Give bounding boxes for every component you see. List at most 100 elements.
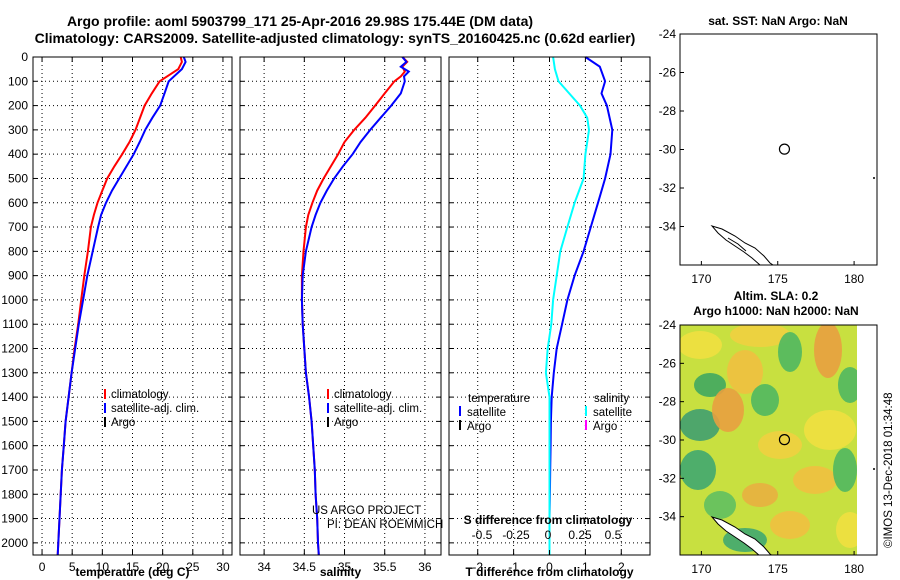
legend-label: Argo <box>111 417 135 429</box>
x-tick-label: 175 <box>768 562 788 576</box>
sla-blob <box>712 388 744 432</box>
y-tick-label: -30 <box>659 143 677 157</box>
sla-blob <box>727 350 763 394</box>
profile-location-marker <box>778 434 791 446</box>
y-tick-label: -34 <box>659 220 677 234</box>
x-tick-label: 180 <box>844 562 864 576</box>
x-tick-label: 30 <box>216 560 230 574</box>
sla-blob <box>742 483 778 507</box>
legend-label: Argo <box>593 421 617 433</box>
land-outline <box>710 225 775 266</box>
x-tick-label: 36 <box>418 560 432 574</box>
credit-line-2: PI: DEAN ROEMMICH <box>327 519 443 531</box>
y-tick-label: -32 <box>659 471 677 485</box>
sla-blob <box>680 450 716 490</box>
x-tick-label: -1 <box>508 560 519 574</box>
x-tick-label: 35.5 <box>373 560 397 574</box>
x-tick-label: 180 <box>844 272 864 286</box>
sla-field <box>680 325 857 555</box>
sla-blob <box>751 384 779 416</box>
map-title: sat. SST: NaN Argo: NaN <box>708 14 848 28</box>
x-axis-label: temperature (deg C) <box>75 565 189 579</box>
y-tick-label: 1500 <box>1 414 28 428</box>
x-tick-label: 170 <box>691 562 711 576</box>
y-tick-label: 1600 <box>1 439 28 453</box>
sla-blob <box>804 410 856 450</box>
legend-title-salinity: salinity <box>594 393 629 405</box>
legend-label: Argo <box>467 421 491 433</box>
legend-label: climatology <box>334 389 392 401</box>
sla-blob <box>778 332 802 372</box>
y-tick-label: -26 <box>659 356 677 370</box>
y-tick-label: -28 <box>659 395 677 409</box>
title-line-2: Climatology: CARS2009. Satellite-adjuste… <box>35 30 636 46</box>
y-tick-label: 600 <box>8 196 28 210</box>
sla-blob <box>730 325 790 347</box>
secondary-x-tick-label: -0.5 <box>472 528 493 542</box>
legend-label: satellite <box>593 407 632 419</box>
y-tick-label: 1700 <box>1 463 28 477</box>
legend-label: climatology <box>111 389 169 401</box>
y-tick-label: 400 <box>8 147 28 161</box>
y-tick-label: -32 <box>659 181 677 195</box>
secondary-x-axis-label: S difference from climatology <box>464 513 633 527</box>
x-tick-label: 35 <box>338 560 352 574</box>
y-tick-label: 500 <box>8 171 28 185</box>
x-tick-label: 1 <box>582 560 589 574</box>
x-tick-label: 175 <box>768 272 788 286</box>
map-frame <box>679 33 878 266</box>
credit-line-1: US ARGO PROJECT <box>312 505 421 517</box>
map-title-1: Altim. SLA: 0.2 <box>734 289 819 303</box>
island-dot <box>873 468 875 470</box>
x-tick-label: 0 <box>546 560 553 574</box>
x-tick-label: 10 <box>96 560 110 574</box>
sla-blob <box>833 448 857 492</box>
sla-blob <box>814 325 842 378</box>
x-tick-label: 170 <box>691 272 711 286</box>
plot-frame <box>239 56 442 556</box>
legend-label: Argo <box>334 417 358 429</box>
island-dot <box>873 177 875 179</box>
y-tick-label: 0 <box>21 50 28 64</box>
y-tick-label: 1900 <box>1 512 28 526</box>
sla-blob <box>680 331 722 359</box>
legend-label: satellite <box>467 407 506 419</box>
sla-blob <box>758 431 802 459</box>
sla-blob <box>694 373 726 397</box>
y-tick-label: 100 <box>8 74 28 88</box>
y-tick-label: 900 <box>8 269 28 283</box>
series-line-satellite-adj-clim- <box>300 56 411 556</box>
legend-title-temperature: temperature <box>468 393 530 405</box>
profile-location-marker <box>778 143 791 155</box>
x-tick-label: 20 <box>156 560 170 574</box>
series-line-s-satellite <box>544 56 591 555</box>
y-tick-label: 1800 <box>1 487 28 501</box>
x-tick-label: 15 <box>126 560 140 574</box>
sla-blob <box>793 466 837 494</box>
y-tick-label: -28 <box>659 104 677 118</box>
title-line-1: Argo profile: aoml 5903799_171 25-Apr-20… <box>67 13 533 29</box>
difference-panel: -2 -1 0 1 2T difference from climatology temp… <box>448 56 651 579</box>
sla-blob <box>680 409 720 441</box>
x-axis-label: salinity <box>320 565 362 579</box>
secondary-x-tick-label: 0.5 <box>605 528 622 542</box>
series-line-satellite-adj-clim- <box>56 56 187 556</box>
legend-label: satellite-adj. clim. <box>334 403 422 415</box>
series-line-t-satellite <box>548 56 614 555</box>
x-tick-label: 34.5 <box>293 560 317 574</box>
timestamp: ©IMOS 13-Dec-2018 01:34:48 <box>883 392 895 548</box>
series-line-climatology <box>300 56 409 556</box>
sla-blob <box>770 511 810 539</box>
y-tick-label: 2000 <box>1 536 28 550</box>
series-line-climatology <box>56 56 183 556</box>
y-tick-label: 1000 <box>1 293 28 307</box>
y-tick-label: -24 <box>659 318 677 332</box>
y-tick-label: 1200 <box>1 342 28 356</box>
secondary-x-tick-label: 0 <box>545 528 552 542</box>
y-tick-label: 1300 <box>1 366 28 380</box>
sst-map-panel: sat. SST: NaN Argo: NaN 170 175 180 -24 -26 -2… <box>659 14 878 286</box>
map-title-2: Argo h1000: NaN h2000: NaN <box>693 304 858 318</box>
legend-label: satellite-adj. clim. <box>111 403 199 415</box>
